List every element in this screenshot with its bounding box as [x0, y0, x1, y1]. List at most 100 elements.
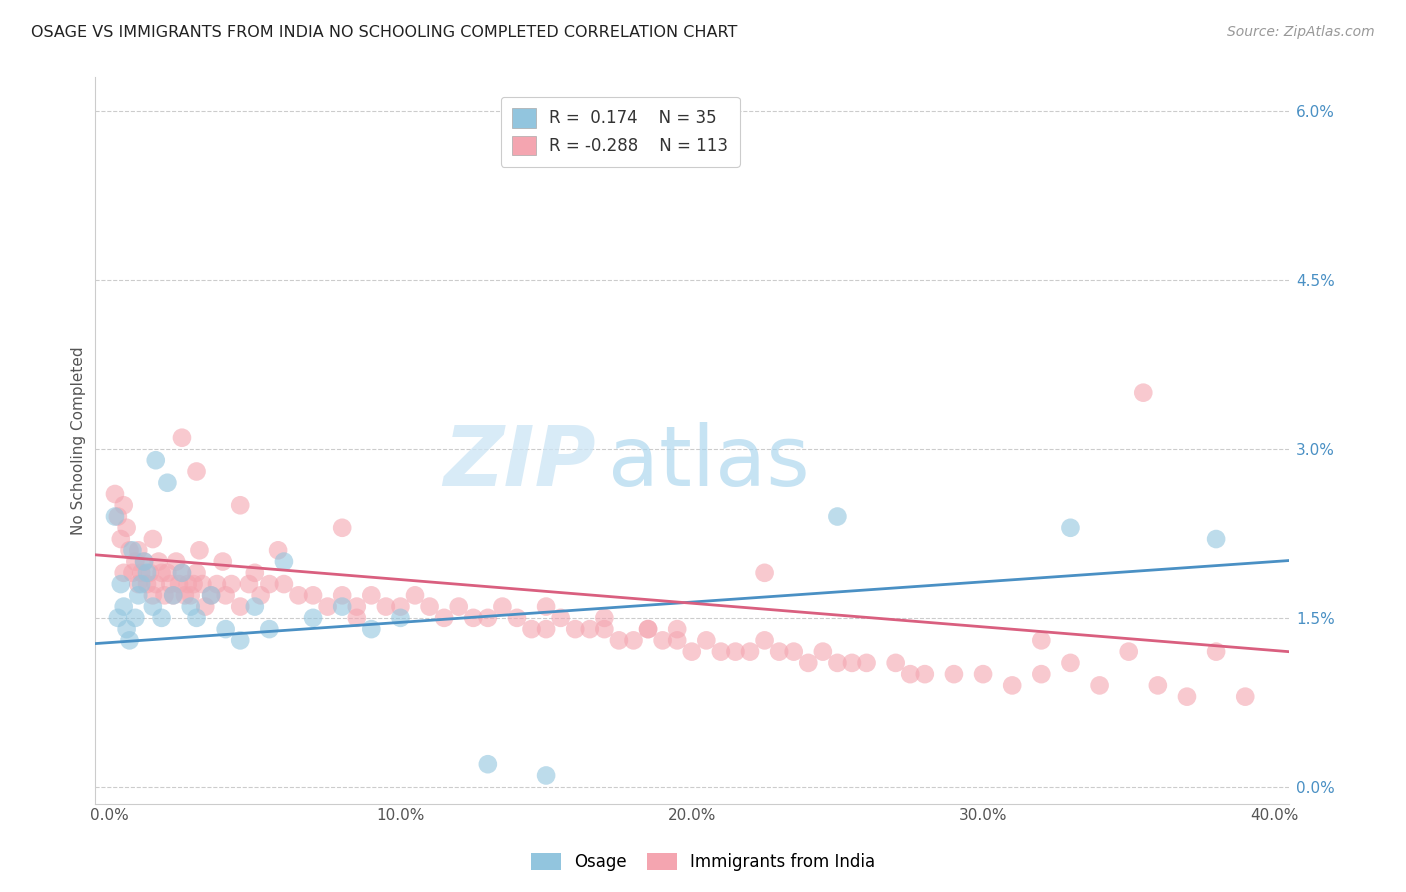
Point: [191, 577, 214, 591]
Point: [229, 633, 252, 648]
Text: OSAGE VS IMMIGRANTS FROM INDIA NO SCHOOLING COMPLETED CORRELATION CHART: OSAGE VS IMMIGRANTS FROM INDIA NO SCHOOL…: [31, 25, 737, 40]
Point: [148, 555, 170, 569]
Point: [419, 599, 441, 614]
Point: [972, 667, 994, 681]
Point: [142, 532, 165, 546]
Point: [259, 577, 281, 591]
Point: [477, 757, 499, 772]
Point: [124, 555, 146, 569]
Point: [1088, 678, 1111, 692]
Point: [898, 667, 921, 681]
Point: [623, 633, 645, 648]
Point: [121, 566, 143, 580]
Point: [205, 577, 228, 591]
Point: [142, 588, 165, 602]
Point: [724, 645, 747, 659]
Point: [186, 611, 208, 625]
Point: [183, 577, 205, 591]
Point: [188, 543, 211, 558]
Point: [1175, 690, 1198, 704]
Point: [447, 599, 470, 614]
Point: [1234, 690, 1257, 704]
Point: [145, 453, 167, 467]
Point: [1132, 385, 1154, 400]
Point: [855, 656, 877, 670]
Point: [129, 566, 152, 580]
Point: [738, 645, 761, 659]
Point: [139, 566, 162, 580]
Point: [170, 566, 193, 580]
Point: [754, 633, 776, 648]
Point: [374, 599, 396, 614]
Point: [229, 599, 252, 614]
Point: [1205, 532, 1227, 546]
Point: [797, 656, 820, 670]
Point: [593, 622, 616, 636]
Point: [153, 588, 176, 602]
Point: [534, 768, 557, 782]
Point: [112, 498, 135, 512]
Point: [942, 667, 965, 681]
Point: [651, 633, 673, 648]
Point: [107, 611, 129, 625]
Point: [150, 566, 173, 580]
Point: [127, 543, 149, 558]
Point: [1147, 678, 1170, 692]
Point: [550, 611, 572, 625]
Point: [211, 555, 233, 569]
Point: [783, 645, 806, 659]
Point: [273, 555, 295, 569]
Point: [173, 588, 195, 602]
Point: [165, 555, 187, 569]
Text: atlas: atlas: [609, 422, 810, 503]
Point: [1118, 645, 1140, 659]
Point: [249, 588, 271, 602]
Point: [578, 622, 600, 636]
Legend: R =  0.174    N = 35, R = -0.288    N = 113: R = 0.174 N = 35, R = -0.288 N = 113: [501, 96, 740, 167]
Point: [238, 577, 260, 591]
Point: [124, 611, 146, 625]
Point: [115, 622, 138, 636]
Point: [150, 611, 173, 625]
Point: [811, 645, 834, 659]
Point: [229, 498, 252, 512]
Point: [346, 599, 368, 614]
Point: [330, 599, 353, 614]
Point: [389, 599, 412, 614]
Point: [136, 566, 159, 580]
Point: [666, 622, 689, 636]
Point: [145, 577, 167, 591]
Legend: Osage, Immigrants from India: Osage, Immigrants from India: [523, 845, 883, 880]
Point: [593, 611, 616, 625]
Point: [681, 645, 703, 659]
Point: [159, 577, 181, 591]
Point: [186, 566, 208, 580]
Point: [132, 555, 155, 569]
Point: [754, 566, 776, 580]
Point: [112, 566, 135, 580]
Point: [129, 577, 152, 591]
Point: [107, 509, 129, 524]
Point: [360, 622, 382, 636]
Point: [534, 599, 557, 614]
Point: [132, 555, 155, 569]
Point: [162, 588, 184, 602]
Point: [170, 566, 193, 580]
Point: [666, 633, 689, 648]
Point: [841, 656, 863, 670]
Point: [214, 588, 236, 602]
Point: [200, 588, 222, 602]
Point: [302, 611, 325, 625]
Point: [156, 566, 179, 580]
Point: [477, 611, 499, 625]
Point: [162, 588, 184, 602]
Point: [1031, 667, 1053, 681]
Point: [1205, 645, 1227, 659]
Point: [1001, 678, 1024, 692]
Point: [1059, 656, 1081, 670]
Point: [273, 577, 295, 591]
Point: [214, 622, 236, 636]
Point: [506, 611, 529, 625]
Point: [110, 532, 132, 546]
Point: [637, 622, 659, 636]
